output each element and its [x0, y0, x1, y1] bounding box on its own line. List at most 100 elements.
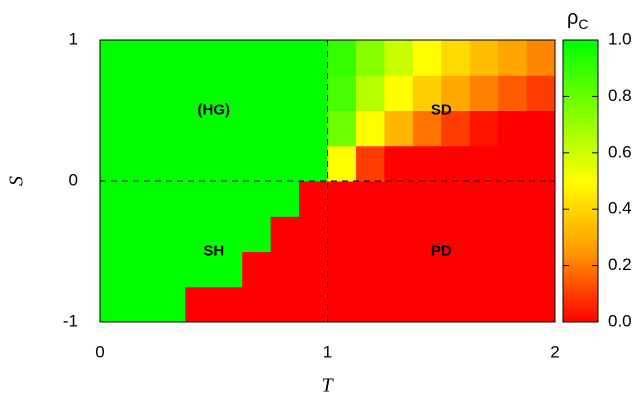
heatmap-cell: [270, 181, 300, 217]
heatmap-cell: [412, 40, 442, 76]
heatmap-cell: [469, 181, 499, 217]
heatmap-cell: [185, 40, 215, 76]
heatmap-cell: [327, 251, 357, 288]
heatmap-cell: [185, 75, 215, 111]
heatmap-cell: [156, 181, 186, 217]
heatmap-cell: [100, 110, 129, 147]
heatmap-cell: [384, 216, 414, 252]
heatmap-cell: [498, 251, 528, 288]
heatmap-cell: [469, 251, 499, 288]
heatmap-cell: [526, 145, 556, 182]
heatmap-cell: [327, 110, 357, 147]
heatmap-cell: [412, 75, 442, 111]
heatmap-cell: [185, 110, 215, 147]
heatmap-cell: [355, 145, 385, 182]
heatmap-cell: [498, 40, 528, 76]
heatmap-cell: [526, 40, 556, 76]
heatmap-cell: [384, 40, 414, 76]
region-label: PD: [431, 242, 452, 259]
heatmap-cell: [128, 40, 158, 76]
heatmap-cell: [469, 145, 499, 182]
heatmap-cell: [100, 181, 129, 217]
heatmap-cell: [242, 40, 272, 76]
heatmap-cell: [384, 181, 414, 217]
heatmap-cell: [270, 145, 300, 182]
heatmap-cell: [299, 145, 328, 182]
heatmap-cell: [412, 251, 442, 288]
heatmap-cell: [355, 216, 385, 252]
x-tick-label: 0: [95, 342, 104, 361]
colorbar-tick-label: 0.4: [608, 199, 632, 218]
heatmap-cell: [355, 181, 385, 217]
heatmap-cell: [100, 216, 129, 252]
heatmap-cell: [441, 286, 471, 323]
heatmap-cell: [156, 286, 186, 323]
heatmap-cell: [156, 40, 186, 76]
heatmap-cell: [128, 145, 158, 182]
x-tick-label: 2: [550, 342, 559, 361]
heatmap-cell: [384, 286, 414, 323]
heatmap-cell: [355, 110, 385, 147]
heatmap-cell: [213, 251, 243, 288]
heatmap-cell: [412, 181, 442, 217]
heatmap-cell: [213, 75, 243, 111]
heatmap-cell: [185, 251, 215, 288]
heatmap-cell: [100, 145, 129, 182]
colorbar-label: ρC: [567, 7, 589, 31]
heatmap-cell: [128, 181, 158, 217]
colorbar-label-sub: C: [578, 16, 588, 32]
y-tick-label: -1: [63, 311, 78, 330]
heatmap-cell: [469, 40, 499, 76]
heatmap-cell: [270, 75, 300, 111]
heatmap-cell: [355, 286, 385, 323]
heatmap-cell: [355, 75, 385, 111]
heatmap-cell: [156, 145, 186, 182]
colorbar-tick-label: 1.0: [608, 29, 632, 48]
heatmap-cell: [355, 40, 385, 76]
heatmap-cell: [526, 181, 556, 217]
heatmap-cell: [498, 286, 528, 323]
y-tick-label: 0: [69, 170, 78, 189]
heatmap-cell: [526, 75, 556, 111]
heatmap-cell: [185, 181, 215, 217]
region-label: SH: [203, 242, 224, 259]
heatmap-cell: [469, 216, 499, 252]
heatmap-cell: [128, 110, 158, 147]
colorbar: [562, 39, 599, 323]
heatmap-cell: [526, 251, 556, 288]
heatmap-cell: [213, 40, 243, 76]
heatmap-cell: [128, 216, 158, 252]
heatmap-cell: [469, 110, 499, 147]
heatmap-cell: [441, 40, 471, 76]
heatmap-cell: [270, 110, 300, 147]
colorbar-tick-label: 0.0: [608, 311, 632, 330]
heatmap-cell: [128, 286, 158, 323]
heatmap-cell: [185, 145, 215, 182]
heatmap-cell: [498, 110, 528, 147]
heatmap-cell: [100, 75, 129, 111]
heatmap-cell: [242, 75, 272, 111]
x-tick-label: 1: [323, 342, 332, 361]
x-axis-label: T: [321, 375, 334, 397]
heatmap-cell: [327, 286, 357, 323]
heatmap-cell: [327, 75, 357, 111]
heatmap-cell: [469, 286, 499, 323]
heatmap-cell: [299, 181, 328, 217]
heatmap-cell: [384, 251, 414, 288]
heatmap-cell: [441, 75, 471, 111]
heatmap-cell: [185, 286, 215, 323]
heatmap-cell: [299, 75, 328, 111]
heatmap-cell: [213, 181, 243, 217]
heatmap-cell: [270, 251, 300, 288]
heatmap-cell: [412, 110, 442, 147]
region-label: SD: [431, 101, 452, 118]
heatmap-cell: [299, 251, 328, 288]
heatmap-cell: [384, 110, 414, 147]
heatmap-cell: [128, 75, 158, 111]
y-axis-label: S: [6, 176, 28, 186]
heatmap-cell: [327, 40, 357, 76]
heatmap-cell: [213, 145, 243, 182]
heatmap-cell: [469, 75, 499, 111]
heatmap-cell: [156, 75, 186, 111]
